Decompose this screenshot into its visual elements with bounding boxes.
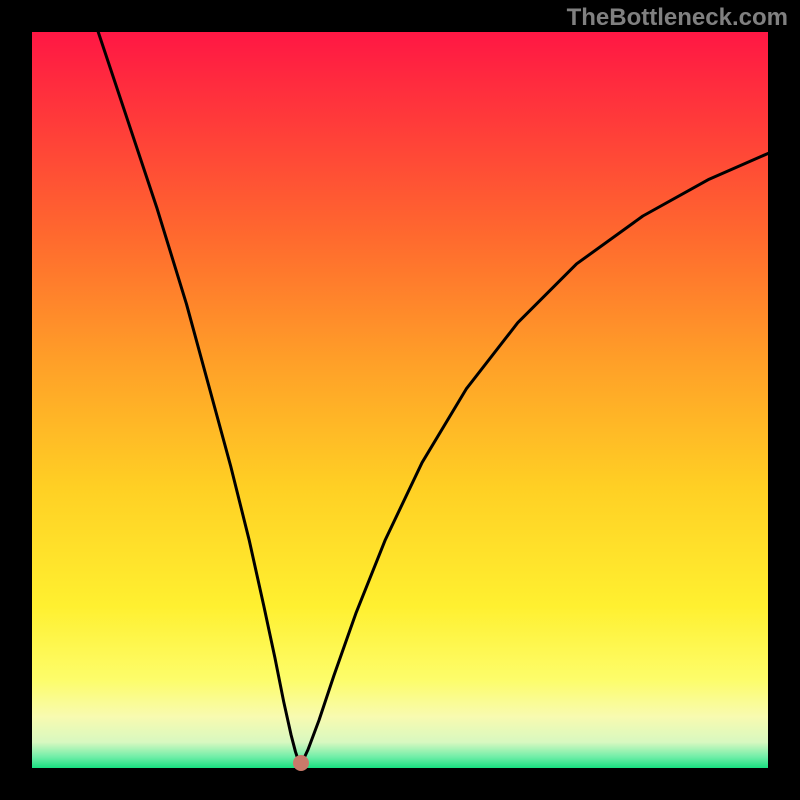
plot-area — [32, 32, 768, 768]
chart-container: TheBottleneck.com — [0, 0, 800, 800]
minimum-marker — [293, 755, 309, 771]
watermark-text: TheBottleneck.com — [567, 4, 788, 32]
bottleneck-curve — [32, 32, 768, 768]
